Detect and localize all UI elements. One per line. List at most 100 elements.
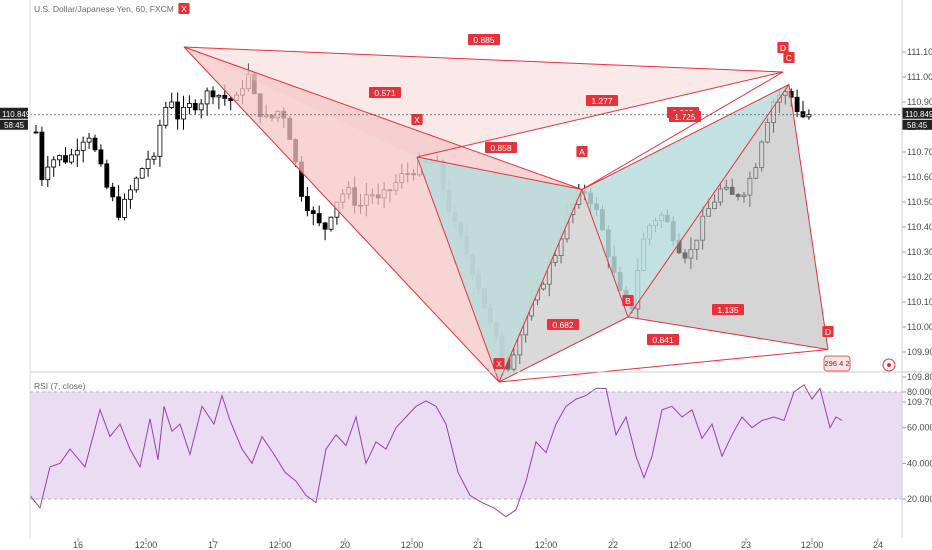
candle [800,100,806,119]
candle [186,95,192,115]
pattern-point-label: D [825,327,831,337]
candle [104,159,110,190]
candle [51,156,57,177]
candle [169,92,175,110]
candle-body [74,150,80,156]
price-tick-label: 110.200 [907,272,932,282]
candle [204,87,210,116]
candle-body [204,90,210,105]
price-tick-label: 110.500 [907,197,932,207]
price-tick-label: 110.100 [907,297,932,307]
candle [304,187,310,217]
candle-body [51,159,57,168]
candle-body [98,149,104,165]
pattern-point-label: C [786,53,792,63]
candle-body [63,155,68,163]
pattern-ratio-label: 0.858 [490,143,512,153]
target-ring [882,358,896,372]
time-tick-label: 12:00 [669,540,692,550]
candle-body [139,168,145,179]
pattern-point-label-bg [622,295,634,306]
time-tick-label: 20 [340,540,350,550]
price-tick-label: 110.600 [907,172,932,182]
candle-body [210,90,216,98]
candle [216,94,222,110]
candle-body [122,198,127,218]
candle [145,150,151,177]
pattern-leg [183,46,784,73]
pattern-point-label: X [414,115,420,125]
candle [80,136,86,163]
pattern-point-label-bg [178,3,190,14]
price-tick-label: 110.400 [907,222,932,232]
pattern-point-label: B [625,296,631,306]
pattern-triangle-top [184,47,783,157]
candle-body [104,163,110,188]
pattern-ratio-label-bg [712,304,744,315]
pattern-leg [183,46,583,190]
last-price-tag-left: 110.849 [2,110,31,119]
pattern-leg [581,84,790,190]
candle [57,154,62,167]
candle-body [322,222,328,230]
pattern-point-label: A [579,147,585,157]
candle-body [80,141,86,151]
candle [69,148,74,165]
candle [151,152,157,165]
candle [74,138,80,168]
candle-body [304,196,310,212]
rsi-tick-label: 60.0000 [907,423,932,433]
candle [157,119,163,167]
candle-body [151,155,157,160]
pattern-ratio-label-bg [547,319,579,330]
pattern-triangle-gray-1 [499,189,628,382]
pattern-point-label-bg [493,358,505,369]
price-tick-label: 109.900 [907,347,932,357]
candle [175,92,181,130]
last-price-tag-left-bg [0,107,28,119]
last-price-tag-right: 110.849 [905,110,932,119]
candle [310,206,316,226]
candle-body [806,114,812,118]
candle-body [145,158,151,170]
rsi-tick-label: 20.0000 [907,494,932,504]
pattern-ratio-label-bg [647,334,679,345]
pattern-leg [581,189,629,318]
candle [116,185,121,221]
pattern-point-label-bg [777,42,789,53]
candle-body [192,103,198,111]
countdown-tag-right-bg [902,119,932,130]
countdown-tag-right: 58:45 [907,121,928,130]
rsi-tick-label: 40.0000 [907,458,932,468]
pattern-triangle-gray-2 [628,84,828,350]
pattern-point-label-bg [783,52,795,63]
last-price-line: 110.849 58:45 110.849 58:45 [0,107,932,130]
pattern-leg [498,189,583,383]
candle [794,89,800,118]
candle-body [163,107,169,126]
chart-icons[interactable]: 296 4 2 [823,355,896,372]
candle-body [216,94,222,98]
pattern-point-label-bg [576,146,588,157]
candle [181,95,186,130]
pattern-ratio-label: 0.682 [552,320,574,330]
pattern-leg [498,316,629,383]
pattern-ratio-label: 1.725 [674,112,696,122]
candle-body [39,131,45,181]
candle-body [169,101,175,108]
candle-body [316,213,322,224]
candle-body [69,154,74,163]
price-tick-label: 109.700 [907,397,932,407]
candle-body [45,166,51,181]
pattern-leg [416,71,784,158]
pattern-leg [627,84,790,318]
pattern-ratio-label: 0.571 [374,88,396,98]
time-tick-label: 12:00 [269,540,292,550]
pattern-ratio-label: 1.135 [717,305,739,315]
pattern-point-label: X [496,359,502,369]
time-tick-label: 16 [73,540,83,550]
pattern-leg [416,156,583,190]
alert-badge-icon: 296 4 2 [823,355,851,372]
time-tick-label: 12:00 [135,540,158,550]
